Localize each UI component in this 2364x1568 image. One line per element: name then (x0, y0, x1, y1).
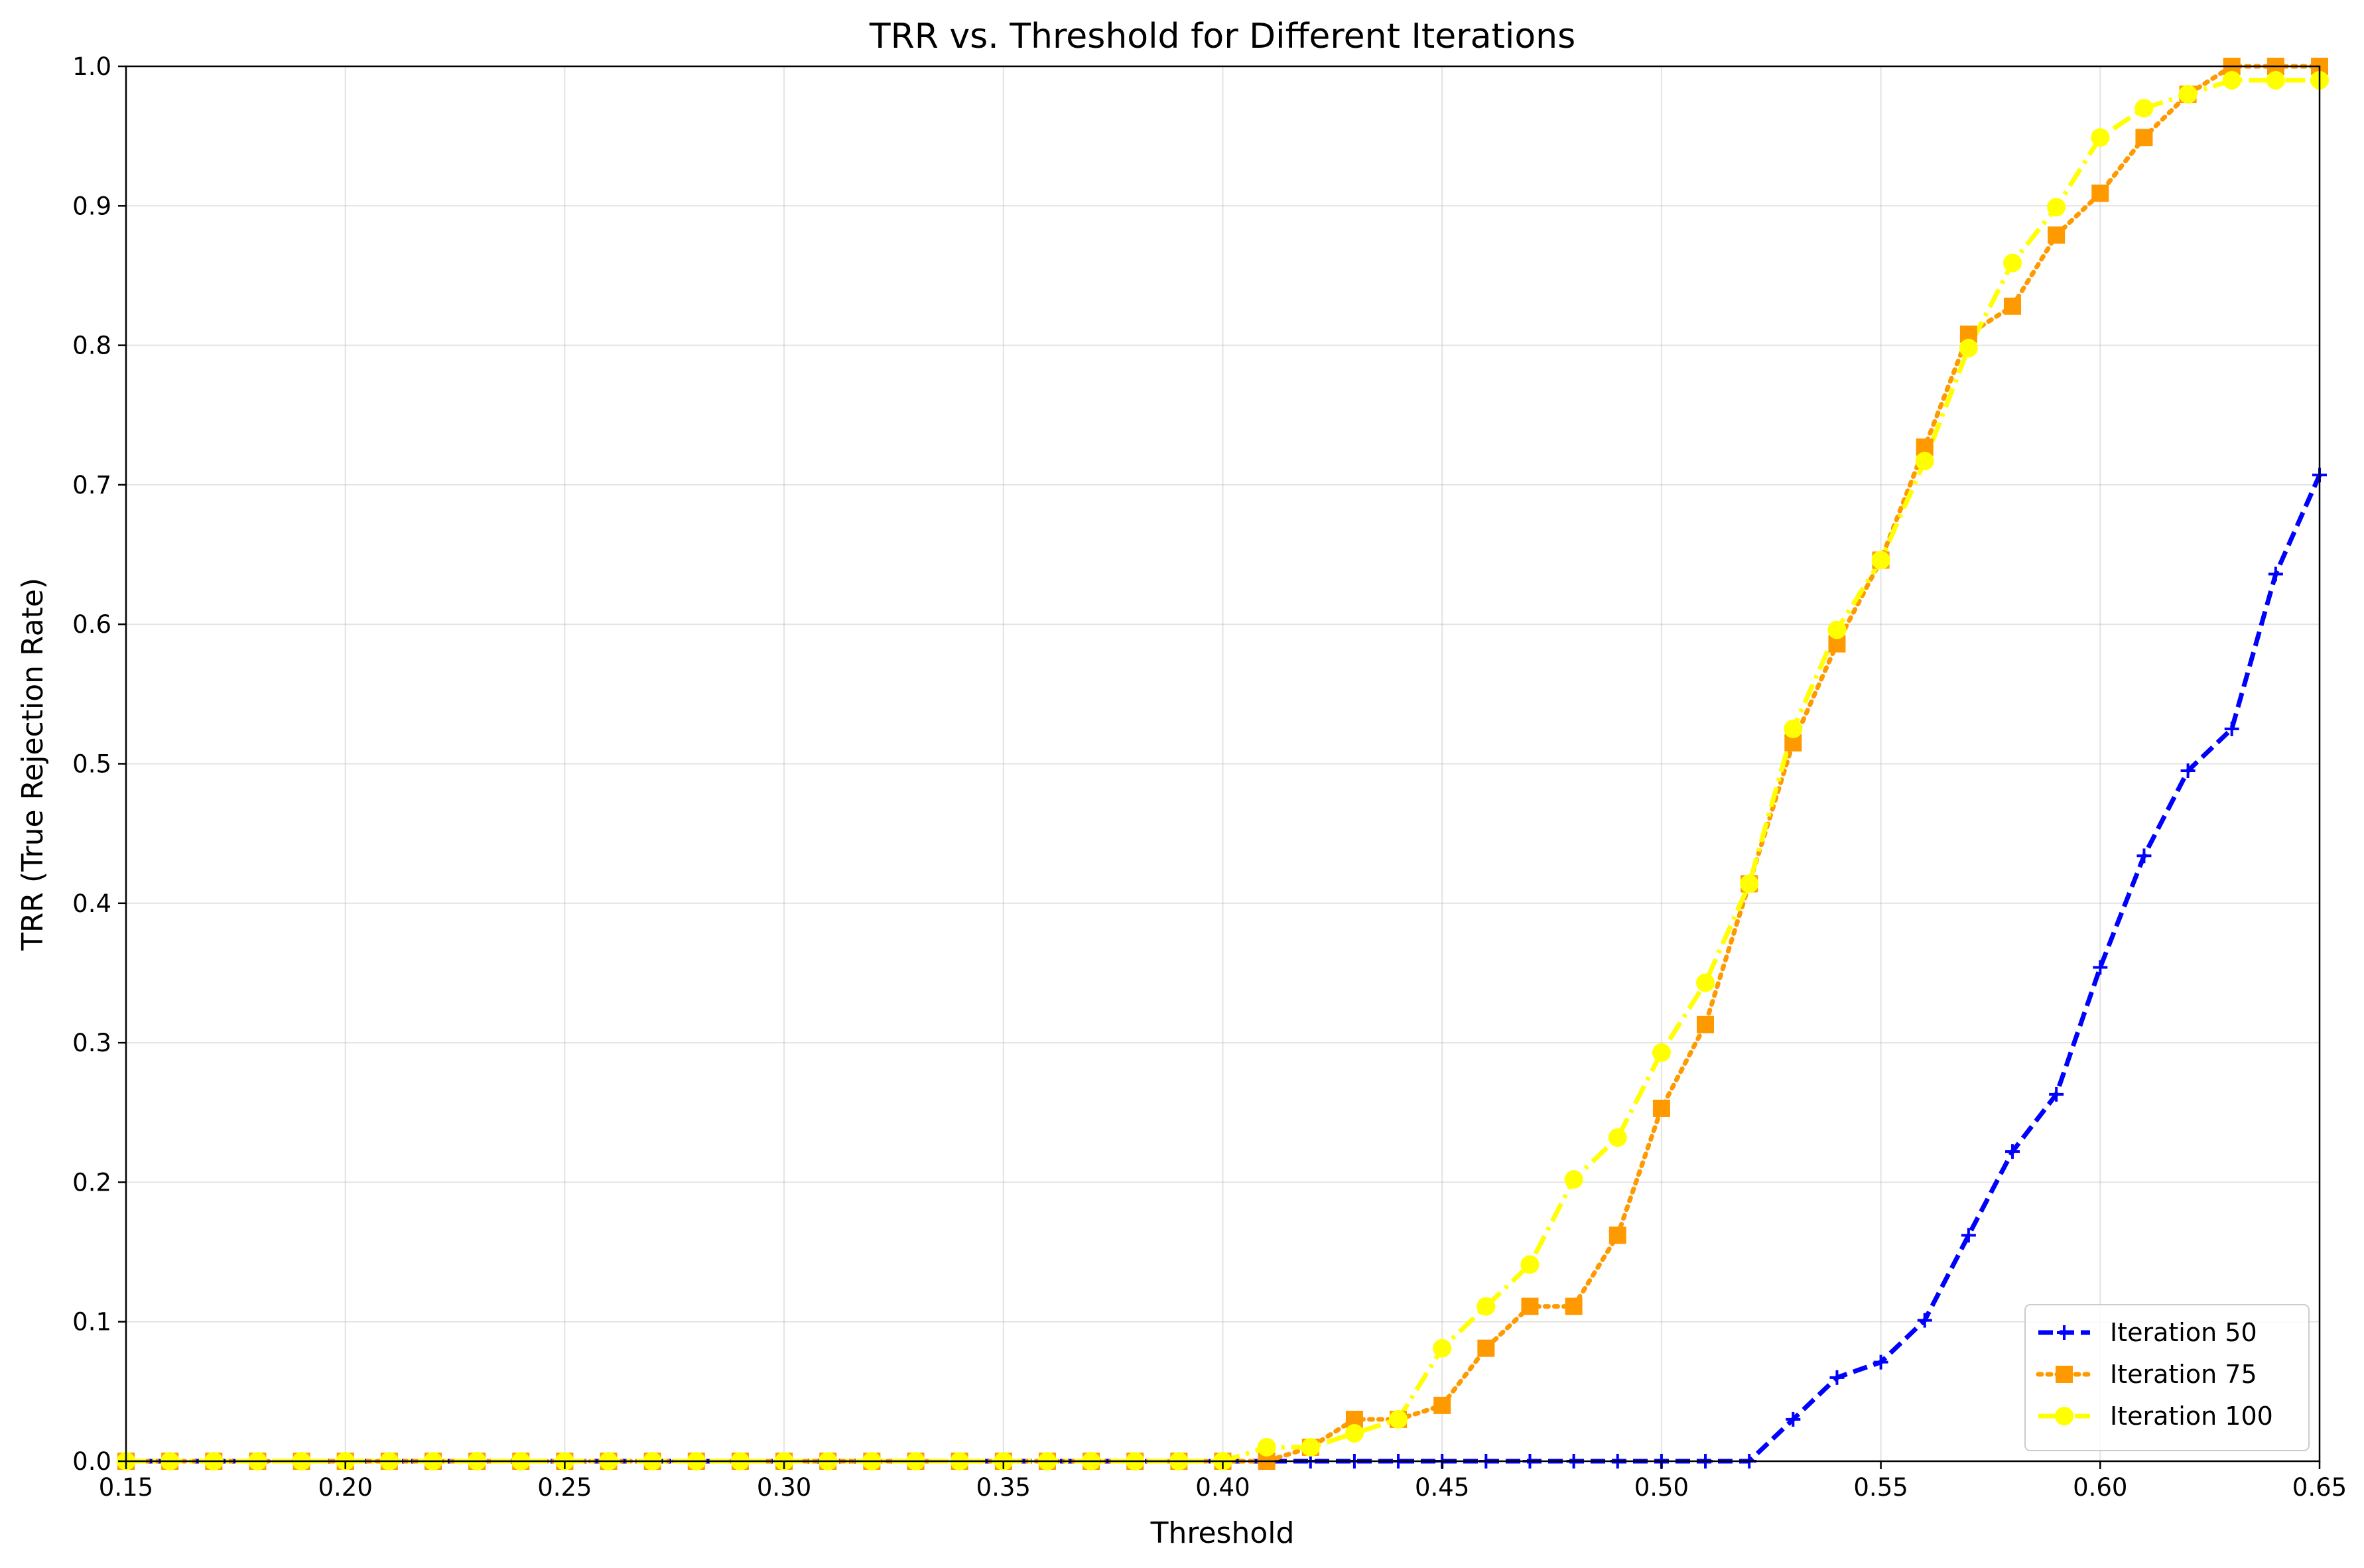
data-point (2135, 129, 2153, 147)
data-point (1564, 1170, 1583, 1189)
y-tick-label: 0.3 (72, 1029, 111, 1057)
x-tick-label: 0.15 (99, 1473, 153, 1502)
data-point (1917, 1313, 1932, 1328)
data-point (1257, 1437, 1276, 1457)
legend-box (2024, 1304, 2310, 1451)
y-tick-label: 0.6 (72, 610, 111, 639)
x-tick-label: 0.25 (537, 1473, 592, 1502)
y-tick-label: 0.8 (72, 332, 111, 360)
legend-marker-swatch (2056, 1366, 2073, 1383)
data-point (1652, 1043, 1671, 1062)
legend: Iteration 50 Iteration 75 Iteration 100 (2024, 1304, 2310, 1451)
x-tick-label: 0.50 (1634, 1473, 1689, 1502)
data-point (2005, 1144, 2020, 1159)
data-point (1873, 1354, 1888, 1370)
x-tick-label: 0.60 (2073, 1473, 2127, 1502)
data-point (1786, 1411, 1801, 1427)
y-tick-label: 0.7 (72, 471, 111, 499)
data-point (1433, 1396, 1451, 1414)
plot-area: 0.15 0.20 0.25 0.30 0.35 0.40 0.45 0.50 0.55 0.60… (72, 52, 2347, 1502)
data-point (1477, 1339, 1495, 1357)
data-point (2049, 1086, 2064, 1102)
y-tick-label: 0.9 (72, 192, 111, 220)
data-point (1345, 1423, 1364, 1443)
data-point (2091, 128, 2110, 147)
data-point (2003, 253, 2022, 273)
legend-entry: Iteration 100 (2038, 1402, 2273, 1431)
data-point (2004, 297, 2022, 315)
data-point (2091, 184, 2109, 202)
x-tick-label: 0.35 (976, 1473, 1031, 1502)
data-point (1608, 1128, 1627, 1147)
data-point (2136, 848, 2152, 864)
x-axis-title: Threshold (1150, 1516, 1295, 1550)
data-point (1521, 1297, 1539, 1315)
data-point (1520, 1255, 1540, 1274)
data-point (1740, 874, 1759, 893)
data-point (2268, 566, 2283, 582)
data-point (2134, 99, 2154, 118)
data-point (1565, 1297, 1583, 1315)
data-point (1829, 1370, 1845, 1385)
data-point (1827, 620, 1847, 639)
data-point (2178, 85, 2198, 104)
x-tick-label: 0.65 (2292, 1473, 2347, 1502)
data-point (1784, 719, 1803, 738)
data-point (2224, 721, 2239, 736)
data-point (2093, 960, 2108, 975)
legend-marker-swatch (2057, 1325, 2071, 1340)
data-point (1697, 1015, 1715, 1033)
data-point (2048, 226, 2066, 244)
data-point (1871, 551, 1890, 570)
data-point (2180, 763, 2196, 779)
y-tick-label: 0.0 (72, 1447, 111, 1476)
data-point (1959, 338, 1978, 358)
y-tick-label: 0.5 (72, 750, 111, 779)
x-tick-label: 0.40 (1195, 1473, 1250, 1502)
data-point (1433, 1339, 1452, 1358)
data-point (2047, 198, 2066, 217)
data-point (1477, 1297, 1496, 1316)
data-point (2266, 71, 2285, 90)
data-point (1301, 1437, 1320, 1457)
legend-label: Iteration 75 (2110, 1360, 2257, 1389)
x-tick-label: 0.55 (1853, 1473, 1908, 1502)
y-tick-label: 0.2 (72, 1168, 111, 1197)
y-tick-label: 0.4 (72, 889, 111, 918)
legend-marker-swatch (2055, 1407, 2073, 1425)
y-axis-title: TRR (True Rejection Rate) (16, 578, 50, 951)
x-tick-label: 0.45 (1415, 1473, 1469, 1502)
legend-label: Iteration 100 (2110, 1402, 2273, 1431)
data-point (1389, 1409, 1408, 1429)
data-point (2222, 71, 2241, 90)
chart-title: TRR vs. Threshold for Different Iteratio… (869, 17, 1575, 56)
legend-entry: Iteration 50 (2038, 1318, 2257, 1347)
data-point (1915, 452, 1934, 471)
y-tick-label: 1.0 (72, 52, 111, 81)
legend-entry: Iteration 75 (2036, 1360, 2257, 1389)
data-point (1696, 973, 1715, 992)
data-point (1609, 1226, 1626, 1244)
x-tick-label: 0.30 (757, 1473, 811, 1502)
data-point (1961, 1228, 1976, 1243)
legend-label: Iteration 50 (2110, 1318, 2257, 1347)
y-tick-label: 0.1 (72, 1308, 111, 1337)
x-tick-label: 0.20 (318, 1473, 373, 1502)
data-point (1652, 1099, 1670, 1117)
